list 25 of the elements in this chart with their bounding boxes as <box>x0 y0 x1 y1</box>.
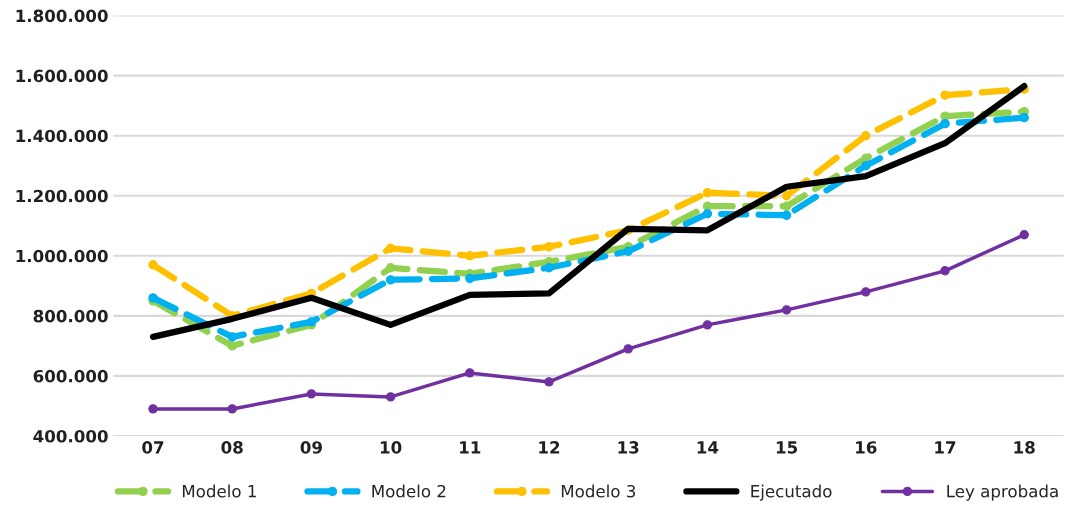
legend-label: Modelo 3 <box>561 484 636 498</box>
x-tick-label: 11 <box>460 441 481 454</box>
x-tick-label: 09 <box>300 441 322 454</box>
x-tick-label: 15 <box>776 441 798 454</box>
legend-label: Ley aprobada <box>947 484 1058 501</box>
y-tick-label: 1.000.000 <box>16 249 108 263</box>
x-tick-label: 10 <box>380 441 402 454</box>
legend-label: Ejecutado <box>751 484 832 501</box>
x-tick-label: 16 <box>856 441 877 454</box>
x-tick-label: 07 <box>142 441 164 454</box>
y-tick-label: 1.800.000 <box>16 9 108 23</box>
legend-label: Modelo 1 <box>182 484 256 498</box>
x-tick-label: 14 <box>697 441 719 454</box>
y-tick-label: 1.600.000 <box>16 69 108 83</box>
x-tick-label: 17 <box>935 441 956 454</box>
y-tick-label: 1.200.000 <box>16 189 108 203</box>
x-tick-label: 12 <box>539 441 560 454</box>
x-tick-label: 13 <box>618 441 639 454</box>
x-tick-label: 08 <box>221 441 243 454</box>
y-tick-label: 600.000 <box>33 369 108 383</box>
y-tick-label: 400.000 <box>33 429 108 443</box>
x-tick-label: 18 <box>1014 441 1035 454</box>
y-tick-label: 1.400.000 <box>16 129 108 143</box>
legend-label: Modelo 2 <box>372 484 446 498</box>
y-tick-label: 800.000 <box>33 309 108 323</box>
